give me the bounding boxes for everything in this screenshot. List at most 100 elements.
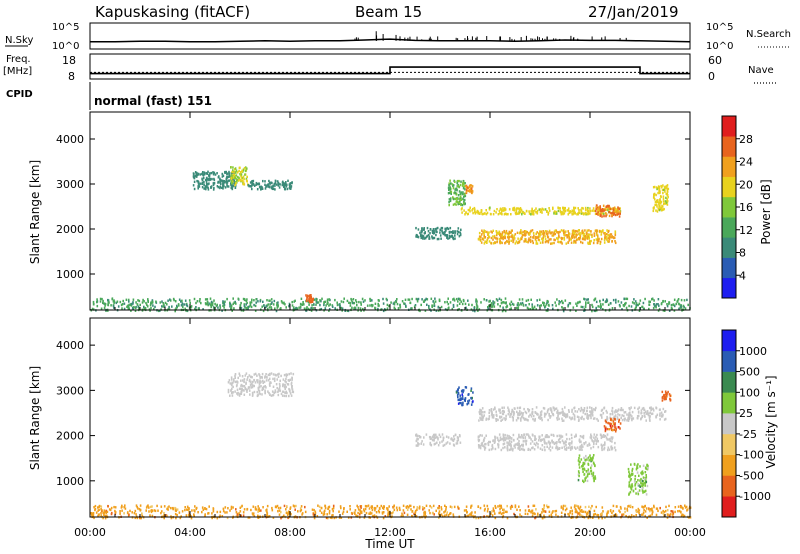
heatmap-cell: [446, 234, 448, 237]
heatmap-cell: [246, 167, 248, 170]
heatmap-cell: [615, 298, 617, 302]
heatmap-cell: [438, 505, 440, 508]
heatmap-cell: [270, 307, 273, 310]
heatmap-cell: [341, 512, 344, 515]
heatmap-cell: [659, 199, 661, 203]
heatmap-cell: [621, 514, 623, 517]
heatmap-cell: [425, 504, 428, 507]
heatmap-cell: [618, 418, 621, 422]
heatmap-cell: [464, 399, 466, 402]
heatmap-cell: [653, 185, 656, 189]
heatmap-cell: [238, 512, 240, 515]
heatmap-cell: [595, 505, 597, 509]
heatmap-cell: [515, 443, 518, 446]
heatmap-cell: [644, 471, 647, 474]
heatmap-cell: [531, 305, 534, 309]
heatmap-cell: [643, 411, 645, 415]
heatmap-cell: [157, 309, 160, 313]
heatmap-cell: [237, 391, 239, 395]
heatmap-cell: [579, 440, 581, 444]
heatmap-cell: [510, 437, 513, 440]
heatmap-cell: [480, 235, 482, 238]
heatmap-cell: [604, 237, 606, 240]
heatmap-cell: [93, 506, 95, 509]
heatmap-cell: [626, 297, 629, 301]
heatmap-cell: [610, 436, 613, 439]
heatmap-cell: [187, 508, 189, 511]
heatmap-cell: [441, 226, 444, 230]
heatmap-cell: [616, 416, 619, 419]
heatmap-cell: [163, 511, 165, 515]
heatmap-cell: [292, 504, 295, 507]
heatmap-cell: [499, 408, 501, 411]
heatmap-cell: [644, 481, 647, 485]
heatmap-cell: [665, 192, 668, 195]
heatmap-cell: [543, 504, 545, 507]
heatmap-cell: [317, 504, 319, 507]
heatmap-cell: [570, 446, 573, 449]
heatmap-cell: [457, 398, 460, 402]
heatmap-cell: [592, 440, 594, 443]
heatmap-cell: [466, 511, 468, 514]
heatmap-cell: [243, 177, 245, 181]
heatmap-cell: [549, 449, 552, 452]
heatmap-cell: [541, 237, 543, 240]
heatmap-cell: [457, 184, 459, 188]
heatmap-cell: [276, 378, 278, 381]
heatmap-cell: [204, 507, 206, 510]
heatmap-cell: [508, 436, 511, 439]
heatmap-cell: [164, 301, 167, 305]
heatmap-cell: [443, 511, 445, 514]
heatmap-cell: [212, 507, 215, 510]
heatmap-cell: [234, 177, 237, 180]
heatmap-cell: [633, 406, 636, 410]
heatmap-cell: [153, 509, 156, 512]
heatmap-cell: [545, 412, 547, 416]
heatmap-cell: [590, 435, 593, 438]
heatmap-cell: [560, 511, 563, 514]
freq-right-tick-top: 60: [708, 54, 722, 67]
heatmap-cell: [613, 212, 616, 215]
heatmap-cell: [217, 186, 220, 189]
heatmap-cell: [450, 190, 453, 193]
heatmap-cell: [562, 206, 564, 209]
heatmap-cell: [452, 197, 455, 201]
heatmap-cell: [609, 437, 611, 441]
heatmap-cell: [199, 182, 202, 185]
heatmap-cell: [499, 411, 502, 414]
heatmap-cell: [659, 190, 661, 193]
heatmap-cell: [653, 299, 655, 302]
heatmap-cell: [580, 509, 583, 512]
heatmap-cell: [111, 297, 113, 301]
heatmap-cell: [465, 386, 468, 389]
heatmap-cell: [555, 212, 558, 215]
heatmap-cell: [276, 504, 279, 508]
heatmap-cell: [124, 507, 127, 510]
heatmap-cell: [504, 436, 506, 440]
heatmap-cell: [300, 297, 303, 300]
heatmap-cell: [262, 309, 265, 313]
heatmap-cell: [540, 515, 542, 518]
heatmap-cell: [444, 301, 446, 304]
heatmap-cell: [520, 417, 522, 420]
heatmap-cell: [207, 183, 209, 186]
heatmap-cell: [546, 442, 548, 445]
heatmap-cell: [96, 300, 98, 304]
heatmap-cell: [636, 471, 639, 474]
heatmap-cell: [476, 209, 479, 213]
heatmap-cell: [606, 205, 608, 208]
heatmap-cell: [518, 240, 520, 244]
heatmap-cell: [574, 504, 576, 507]
heatmap-cell: [543, 510, 546, 513]
heatmap-cell: [616, 212, 619, 216]
heatmap-cell: [475, 516, 477, 520]
heatmap-cell: [399, 508, 401, 511]
heatmap-cell: [658, 185, 661, 189]
heatmap-cell: [209, 297, 212, 300]
heatmap-cell: [627, 417, 629, 420]
heatmap-cell: [457, 194, 460, 197]
heatmap-cell: [551, 231, 553, 234]
heatmap-cell: [553, 238, 555, 241]
heatmap-cell: [607, 421, 609, 425]
heatmap-cell: [390, 301, 392, 304]
